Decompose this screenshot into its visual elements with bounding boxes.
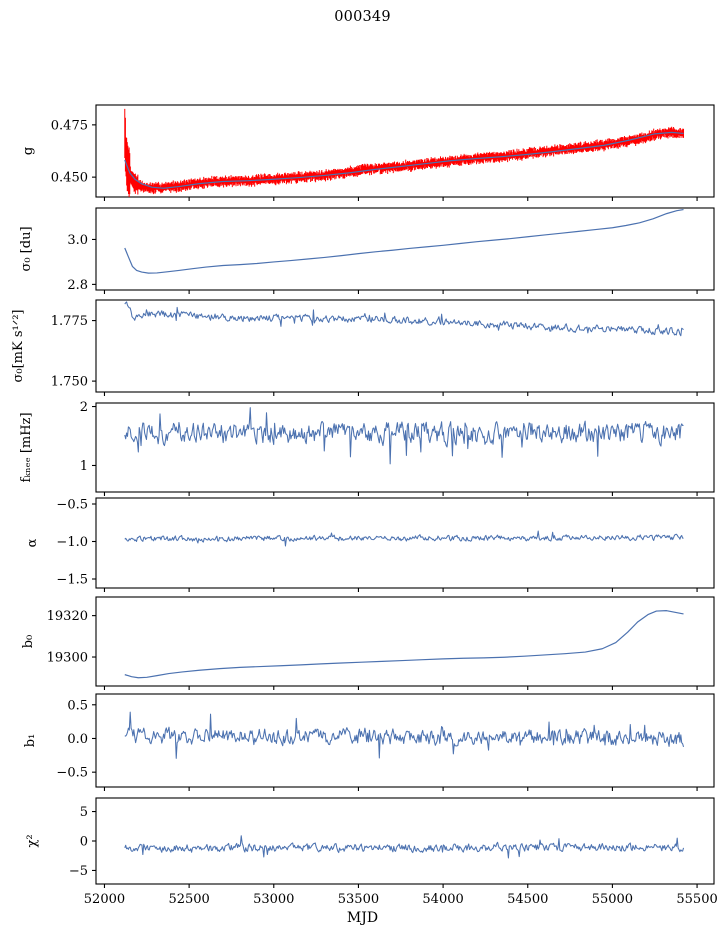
panel-g: 0.450 0.475 g — [21, 104, 715, 201]
panel-σ₀[mK-s¹ᐟ²]: 1.750 1.775 σ₀[mK s¹ᐟ²] — [11, 299, 715, 396]
panel-fₖₙₑₑ-[mHz]: 1 2 fₖₙₑₑ [mHz] — [19, 400, 715, 496]
y-tick-label: 19320 — [47, 609, 88, 624]
series-alpha — [124, 530, 684, 547]
panel-frame — [95, 207, 715, 291]
y-tick-label: 0.475 — [51, 118, 88, 133]
y-tick-label: −1.5 — [56, 573, 88, 588]
x-axis-label: MJD — [346, 910, 379, 926]
y-axis-label: χ² — [25, 834, 40, 847]
y-axis-label: fₖₙₑₑ [mHz] — [19, 412, 34, 482]
series-chi2 — [124, 835, 685, 859]
y-tick-label: 0.5 — [67, 698, 88, 713]
y-tick-label: 2.8 — [67, 278, 88, 293]
y-tick-label: 1.775 — [51, 314, 88, 329]
x-tick-label: 52500 — [168, 892, 209, 907]
y-axis-label: σ₀[mK s¹ᐟ²] — [11, 310, 26, 383]
y-tick-label: 1 — [80, 459, 88, 474]
panel-frame — [95, 104, 715, 198]
panel-frame — [95, 797, 715, 885]
y-tick-label: 5 — [80, 805, 88, 820]
y-tick-label: 0.450 — [51, 171, 88, 186]
y-axis-label: b₀ — [21, 635, 36, 649]
x-tick-label: 55500 — [676, 892, 717, 907]
y-axis-label: b₁ — [23, 734, 38, 748]
y-tick-label: −1.0 — [56, 535, 88, 550]
panel-χ²: 5 0 −5 52000 52500 53000 53500 54000 54500 55000 5… — [25, 797, 718, 907]
series-sigma0-du — [124, 208, 684, 274]
panel-frame — [95, 497, 715, 589]
series-b0 — [124, 610, 684, 679]
panel-frame — [95, 693, 715, 788]
series-f-knee — [124, 407, 684, 465]
x-tick-label: 54500 — [507, 892, 548, 907]
y-axis-label: α — [25, 538, 40, 547]
x-tick-label: 54000 — [422, 892, 463, 907]
series-sigma0-mKs — [124, 301, 684, 337]
y-tick-label: −0.5 — [56, 766, 88, 781]
y-tick-label: 2 — [80, 400, 88, 415]
y-tick-label: −0.5 — [56, 498, 88, 513]
y-tick-label: 3.0 — [67, 233, 88, 248]
y-axis-label: g — [21, 147, 36, 155]
panel-frame — [95, 402, 715, 493]
y-tick-label: −5 — [69, 864, 88, 879]
series-b1 — [124, 711, 685, 759]
figure-title: 000349 — [334, 9, 391, 25]
series-g-scatter — [124, 108, 685, 197]
y-tick-label: 19300 — [47, 651, 88, 666]
panel-frame — [95, 299, 715, 393]
series-g-model — [124, 131, 684, 189]
y-tick-label: 0 — [80, 835, 88, 850]
panel-α: −0.5 −1.0 −1.5 α — [25, 497, 715, 592]
panel-σ₀-[du]: 2.8 3.0 σ₀ [du] — [19, 207, 715, 294]
x-tick-label: 52000 — [84, 892, 125, 907]
panel-frame — [95, 596, 715, 687]
y-tick-label: 1.750 — [51, 375, 88, 390]
panel-b₁: 0.5 0.0 −0.5 b₁ — [23, 693, 715, 791]
x-tick-label: 53000 — [253, 892, 294, 907]
y-axis-label: σ₀ [du] — [19, 226, 34, 271]
x-tick-label: 53500 — [338, 892, 379, 907]
y-tick-label: 0.0 — [67, 732, 88, 747]
x-tick-label: 55000 — [592, 892, 633, 907]
panel-b₀: 19300 19320 b₀ — [21, 596, 715, 690]
